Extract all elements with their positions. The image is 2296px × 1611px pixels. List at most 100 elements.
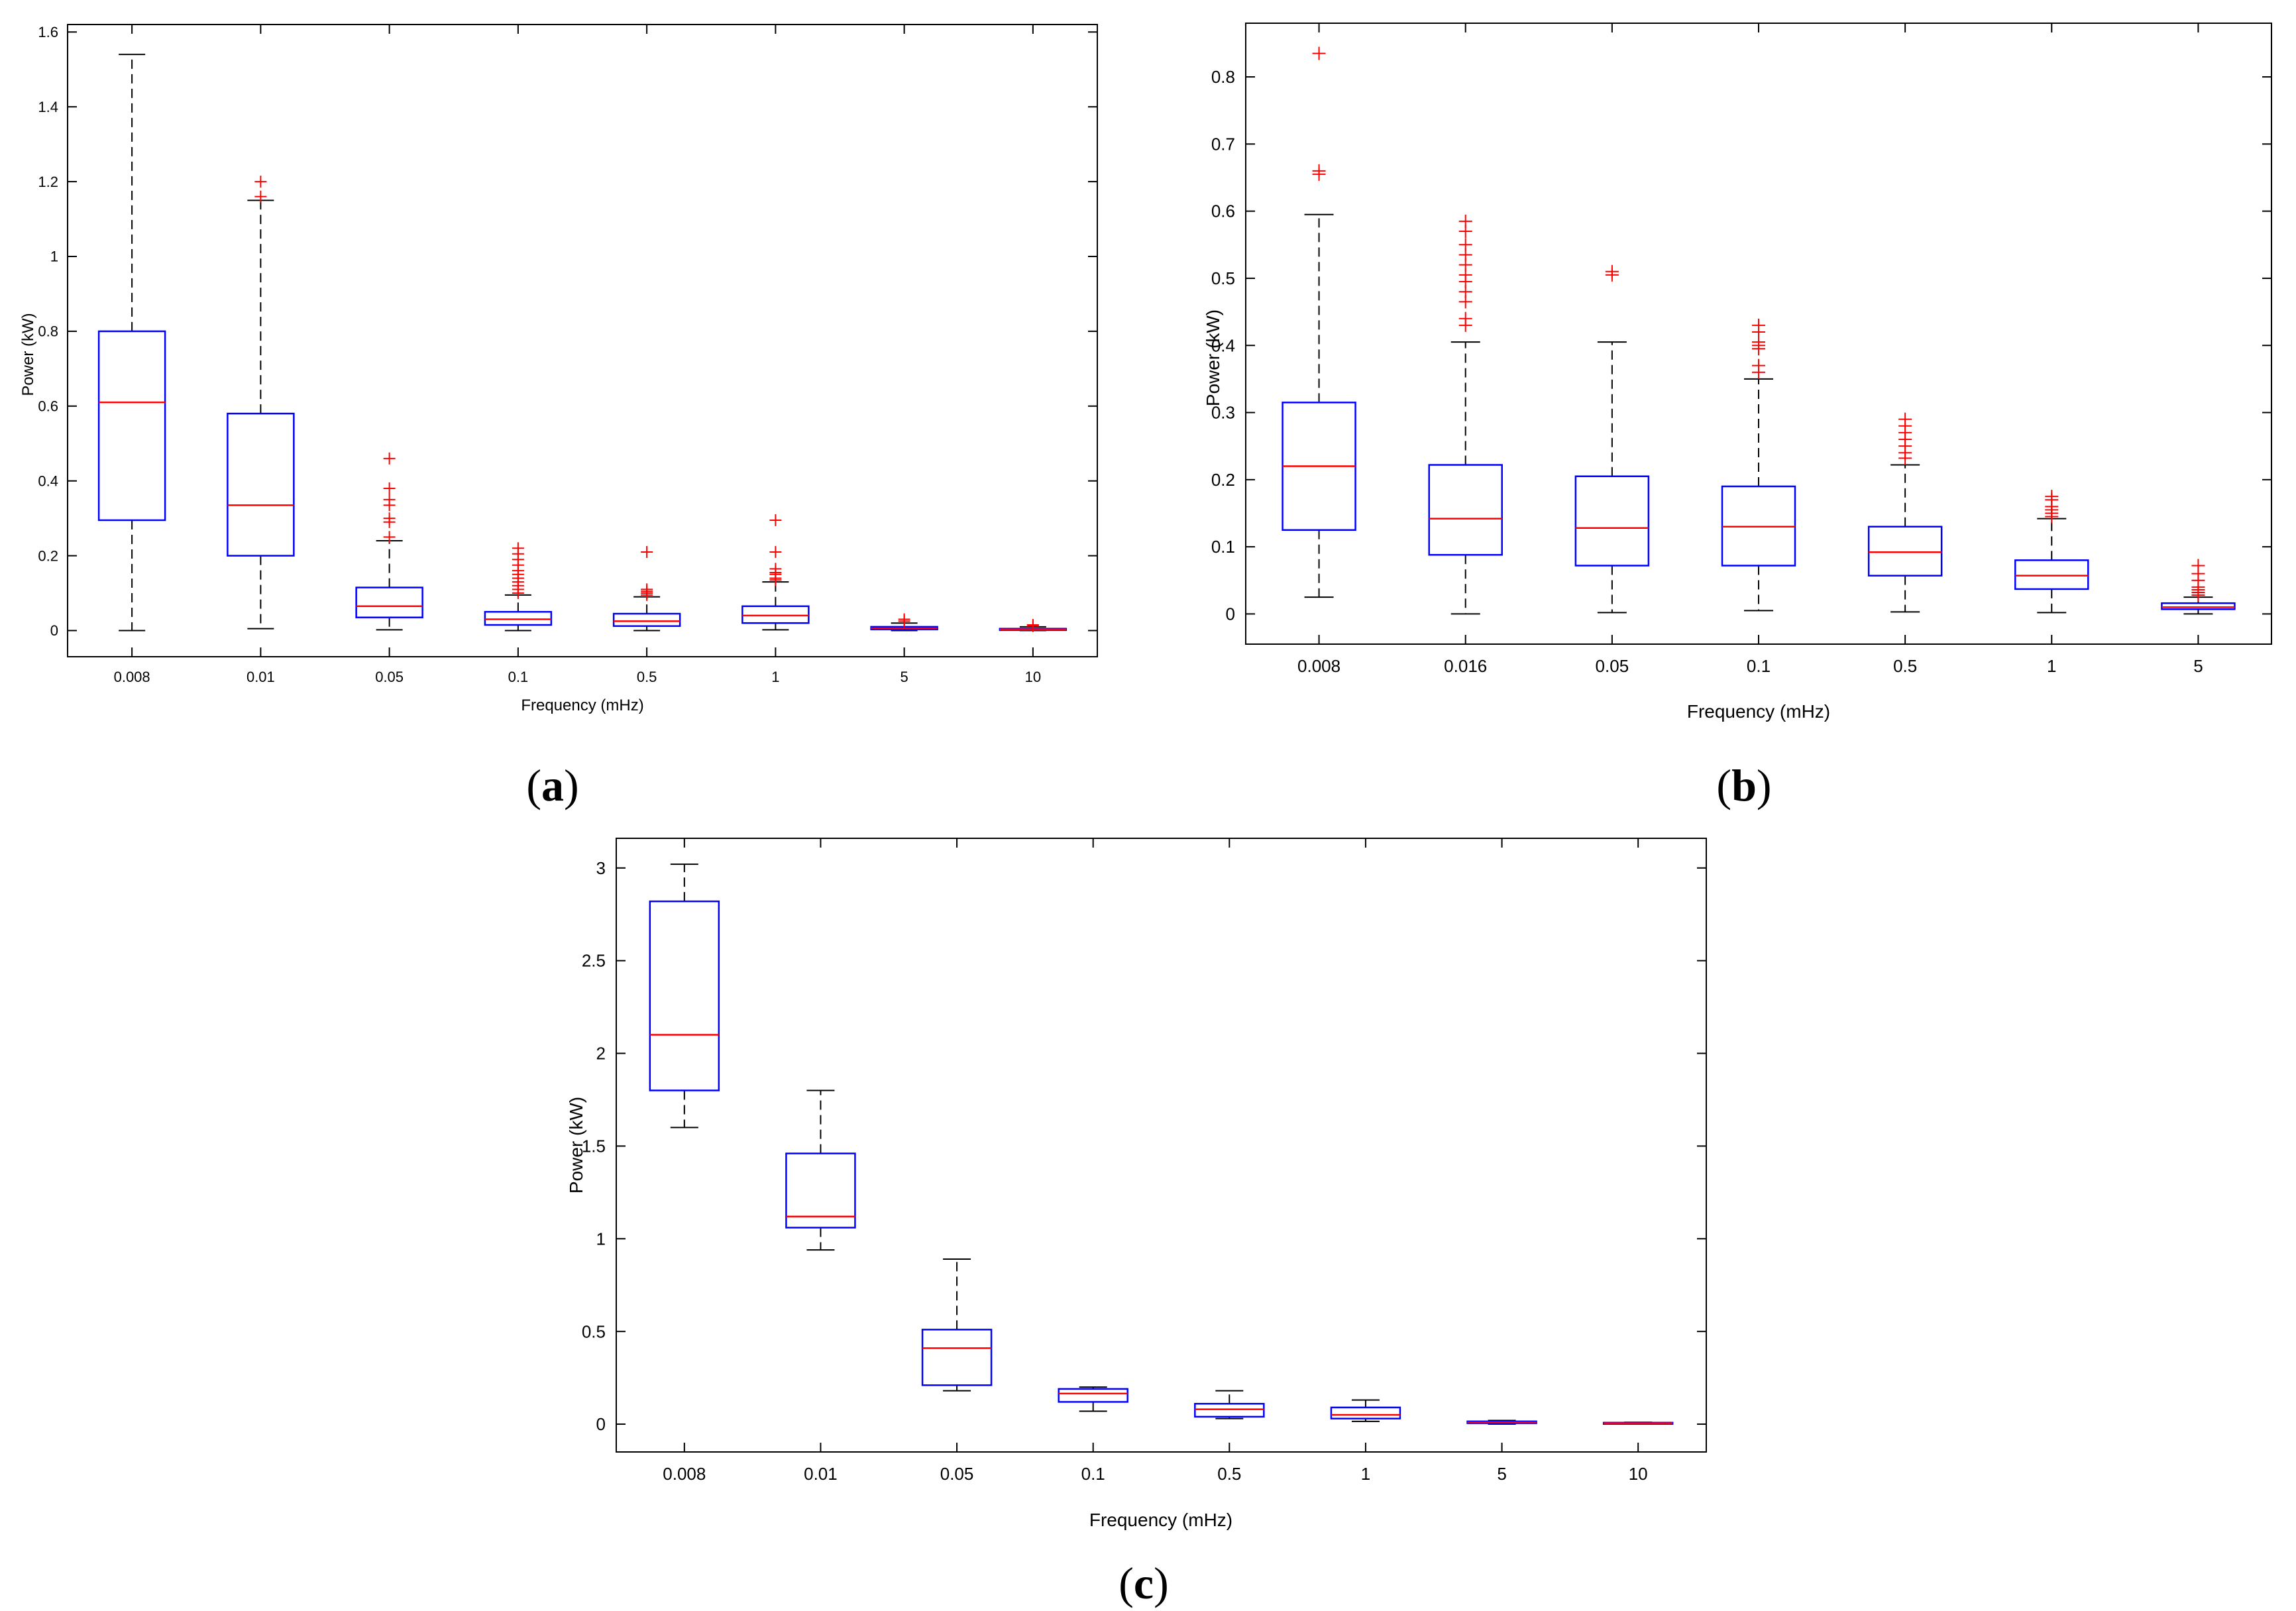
outlier-marker [383,512,396,525]
panel-c-y-axis-label: Power (kW) [566,1097,586,1194]
panel-a-x-axis: 0.008 0.01 0.05 0.1 0.5 1 5 10 [114,25,1041,685]
outlier-marker [769,514,782,526]
outlier-marker [1458,238,1472,252]
panel-a-x-axis-label: Frequency (mHz) [521,696,643,714]
panel-b-x-axis: 0.008 0.016 0.05 0.1 0.5 1 5 [1297,23,2203,676]
panel-a-label-letter: a [541,760,564,810]
box-0.5 [612,545,681,632]
y-tick-label: 0.5 [582,1321,606,1341]
x-tick-label: 0.05 [375,669,404,685]
panel-b-label: (b) [1716,760,1771,810]
y-tick-label: 0.2 [38,547,58,564]
box-5 [2161,559,2236,615]
box-0.01 [785,1089,856,1251]
y-tick-label: 0.2 [1211,470,1235,490]
panel-c-label-letter: c [1134,1558,1154,1608]
x-tick-label: 0.008 [1297,656,1340,676]
panel-a-label: (a) [526,760,578,810]
panel-a-plot-area [67,24,1098,657]
x-tick-label: 0.1 [508,669,529,685]
y-tick-label: 0.8 [38,323,58,340]
panel-a-y-axis: 0 0.2 0.4 0.6 0.8 1 1.2 1.4 1.6 [38,24,1097,639]
outlier-marker [1752,359,1765,372]
x-tick-label: 5 [901,669,908,685]
box-iqr [227,412,295,557]
x-tick-label: 1 [1361,1464,1370,1484]
x-tick-label: 0.5 [1893,656,1917,676]
outlier-marker [641,583,653,596]
x-tick-label: 5 [1497,1464,1506,1484]
x-tick-label: 5 [2193,656,2203,676]
x-tick-label: 0.5 [1217,1464,1241,1484]
outlier-marker [254,176,267,188]
x-tick-label: 0.05 [1596,656,1629,676]
box-iqr [1428,464,1503,556]
box-iqr [1867,526,1943,577]
box-iqr [97,330,166,522]
panel-c-y-axis: 0 0.5 1 1.5 2 2.5 3 [582,858,1706,1434]
box-iqr [1058,1388,1128,1403]
box-0.1 [484,542,553,632]
box-0.016 [1428,214,1503,615]
box-iqr [612,612,681,627]
y-tick-label: 0.1 [1211,537,1235,557]
y-tick-label: 0.6 [1211,201,1235,221]
box-iqr [785,1152,856,1229]
y-tick-label: 0.6 [38,398,58,414]
outlier-marker [512,542,524,555]
panel-b-x-axis-label: Frequency (mHz) [1687,701,1830,722]
box-iqr [355,586,423,618]
box-iqr [741,605,810,624]
outlier-marker [1458,311,1472,325]
box-0.05 [355,452,423,631]
outlier-marker [2191,559,2205,573]
box-1 [1330,1399,1401,1422]
box-0.05 [921,1258,993,1392]
y-tick-label: 2.5 [582,951,606,971]
y-tick-label: 0.4 [38,472,58,489]
x-tick-label: 0.05 [940,1464,974,1484]
x-tick-label: 0.008 [114,669,150,685]
box-0.5 [1867,412,1943,613]
x-tick-label: 0.016 [1444,656,1487,676]
outlier-marker [769,563,782,575]
outlier-marker [898,613,910,626]
y-tick-label: 1.5 [582,1136,606,1156]
box-iqr [484,611,553,626]
outlier-marker [383,452,396,465]
box-iqr [1574,475,1650,567]
box-iqr [2161,602,2236,610]
panel-a-chart: 0 0.2 0.4 0.6 0.8 1 1.2 1.4 1.6 0.008 0.01 0.05 0.1… [19,24,1098,810]
box-0.008 [97,54,166,632]
panel-b-chart: 0 0.1 0.2 0.3 0.4 0.5 0.6 0.7 0.8 0.008 0.016 0.05… [1203,23,2272,810]
y-tick-label: 0.7 [1211,134,1235,154]
y-tick-label: 0 [1226,604,1235,624]
y-tick-label: 0 [596,1414,606,1434]
x-tick-label: 0.1 [1747,656,1771,676]
x-tick-label: 10 [1025,669,1041,685]
y-tick-label: 1 [50,249,58,265]
panel-a-y-axis-label: Power (kW) [19,313,37,396]
outlier-marker [1752,318,1765,332]
panel-c-x-axis-label: Frequency (mHz) [1089,1510,1232,1530]
box-0.1 [1721,318,1796,612]
box-1 [2014,490,2089,614]
outlier-marker [1458,214,1472,228]
box-10 [1602,1421,1674,1425]
panel-b-y-axis-label: Power (kW) [1203,309,1223,406]
x-tick-label: 10 [1629,1464,1648,1484]
outlier-marker [1312,164,1326,178]
x-tick-label: 1 [771,669,779,685]
y-tick-label: 0 [50,622,58,639]
panel-c-boxes [649,863,1674,1425]
panel-b-label-letter: b [1731,760,1757,810]
x-tick-label: 0.01 [246,669,275,685]
panel-c-plot-area [616,838,1707,1453]
box-5 [870,613,938,632]
outlier-marker [383,493,396,506]
outlier-marker [383,482,396,494]
box-iqr [921,1329,993,1386]
box-10 [999,619,1067,632]
x-tick-label: 1 [2047,656,2056,676]
